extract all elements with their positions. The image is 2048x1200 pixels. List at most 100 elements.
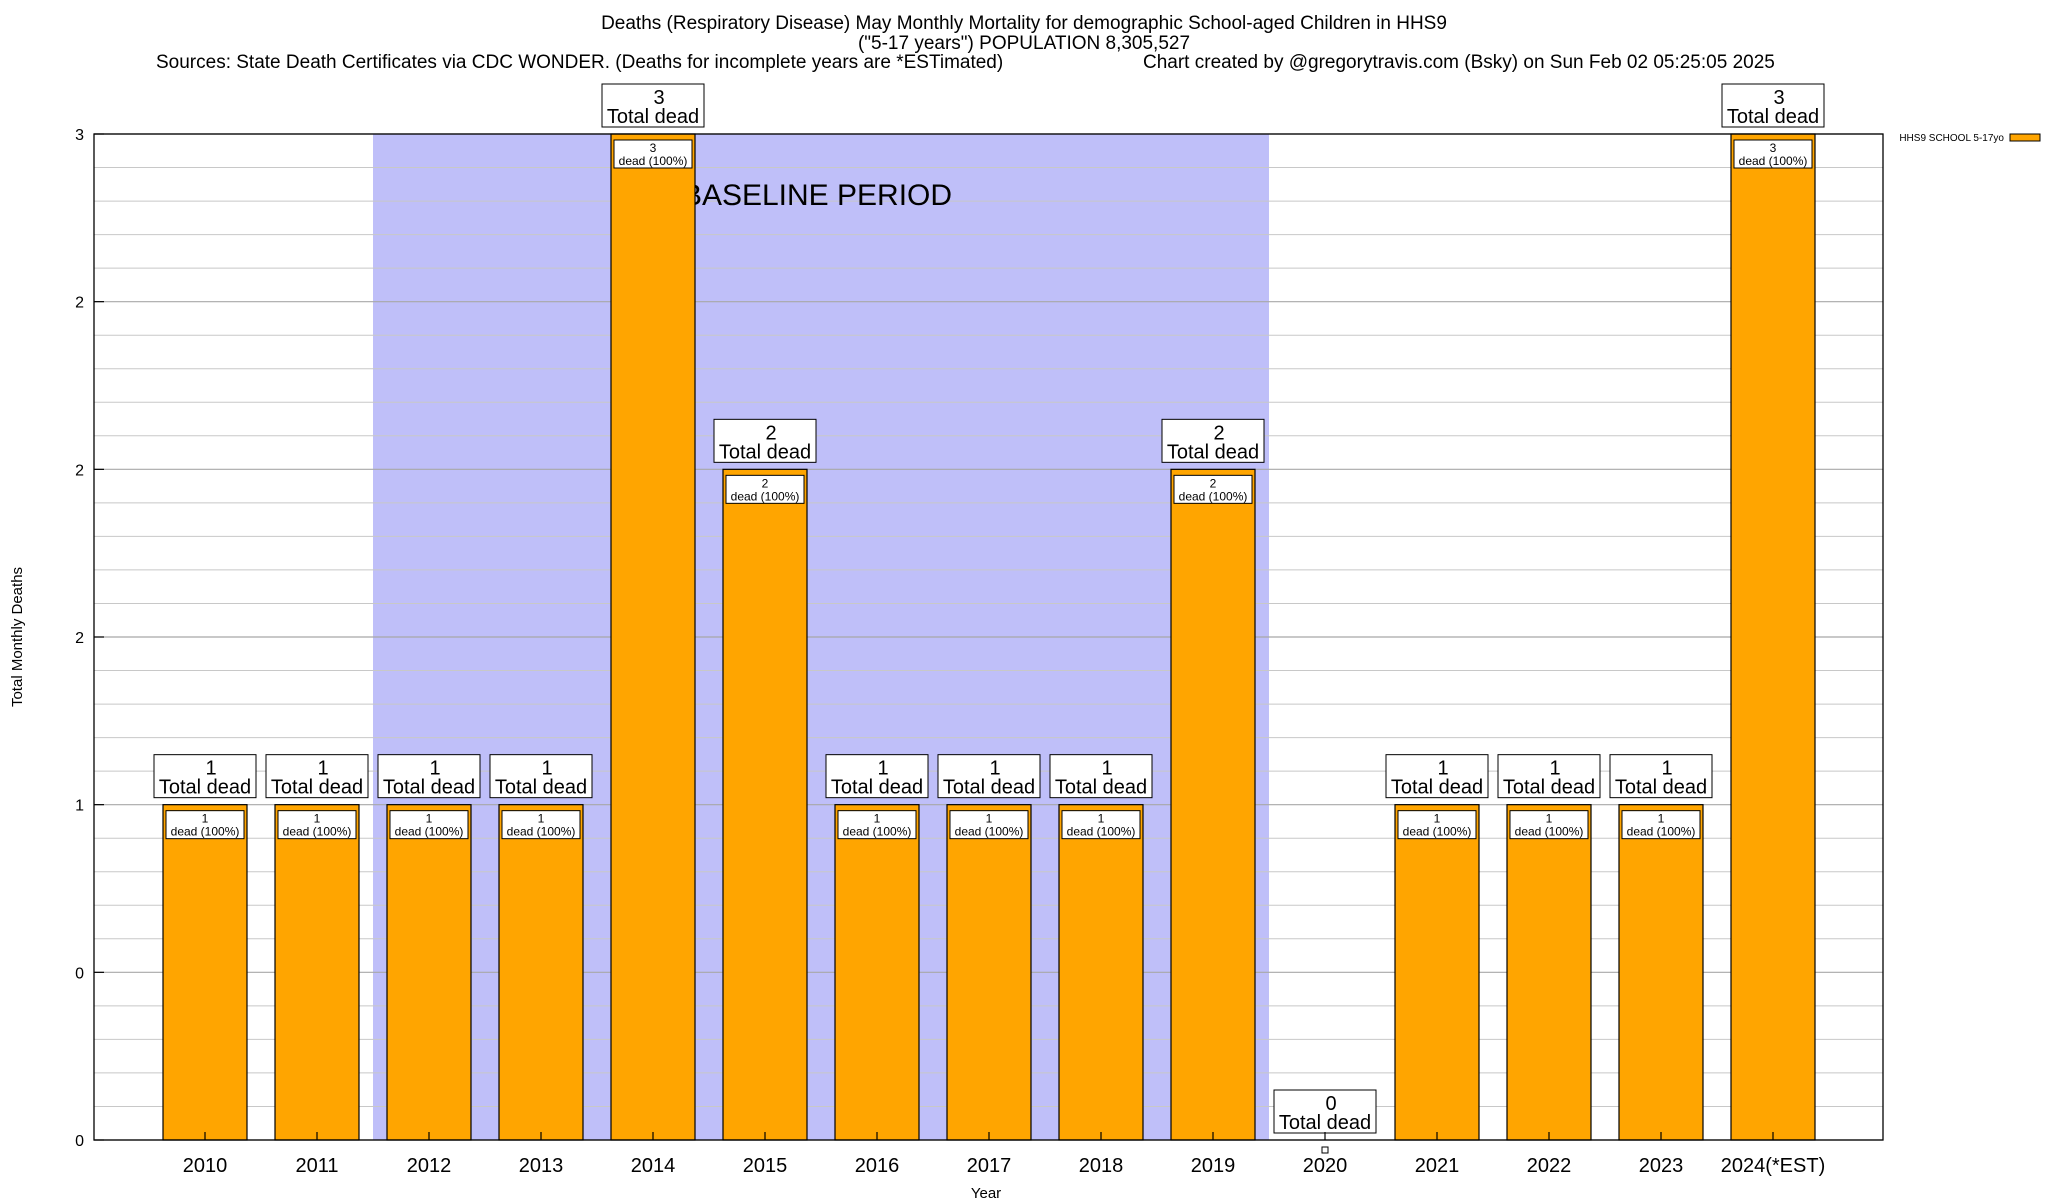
- bar: [1394, 804, 1480, 1141]
- x-tick-label: 2023: [1639, 1155, 1684, 1177]
- inner-label-value: 3: [1770, 141, 1777, 155]
- total-label-text: Total dead: [1615, 777, 1707, 799]
- inner-label-box: [165, 810, 245, 840]
- total-label-text: Total dead: [159, 777, 251, 799]
- inner-label-text: dead (100%): [507, 825, 576, 839]
- total-label-text: Total dead: [383, 777, 475, 799]
- total-label-value: 1: [541, 758, 552, 780]
- total-label-text: Total dead: [943, 777, 1035, 799]
- y-tick-label: 0: [75, 965, 84, 982]
- bar: [834, 804, 920, 1141]
- zero-marker: [1321, 1146, 1329, 1154]
- total-label-box: [265, 754, 369, 799]
- inner-label-box: [389, 810, 469, 840]
- inner-label-text: dead (100%): [395, 825, 464, 839]
- total-label-text: Total dead: [719, 441, 811, 463]
- x-tick-label: 2021: [1415, 1155, 1460, 1177]
- total-label-text: Total dead: [607, 106, 699, 128]
- x-tick-label: 2019: [1191, 1155, 1236, 1177]
- x-tick-label: 2024(*EST): [1721, 1155, 1826, 1177]
- total-label-value: 1: [317, 758, 328, 780]
- inner-label-value: 1: [874, 812, 881, 826]
- inner-label-value: 1: [426, 812, 433, 826]
- inner-label-text: dead (100%): [1739, 154, 1808, 168]
- inner-label-value: 1: [1658, 812, 1665, 826]
- x-tick-label: 2014: [631, 1155, 676, 1177]
- y-tick-label: 2: [75, 462, 84, 479]
- source-line: Sources: State Death Certificates via CD…: [0, 52, 2048, 74]
- inner-label-value: 1: [538, 812, 545, 826]
- bar: [946, 804, 1032, 1141]
- y-tick-label: 2: [75, 630, 84, 647]
- bar: [1618, 804, 1704, 1141]
- chart-credit: Chart created by @gregorytravis.com (Bsk…: [1143, 52, 1775, 73]
- inner-label-box: [1061, 810, 1141, 840]
- inner-label-text: dead (100%): [1627, 825, 1696, 839]
- total-label-text: Total dead: [1727, 106, 1819, 128]
- total-label-value: 3: [653, 87, 664, 109]
- y-tick-label: 3: [75, 127, 84, 144]
- inner-label-value: 1: [314, 812, 321, 826]
- inner-label-text: dead (100%): [731, 489, 800, 503]
- total-label-value: 3: [1773, 87, 1784, 109]
- x-tick-label: 2015: [743, 1155, 788, 1177]
- y-tick-label: 2: [75, 295, 84, 312]
- x-tick-label: 2012: [407, 1155, 452, 1177]
- total-label-text: Total dead: [1167, 441, 1259, 463]
- inner-label-box: [837, 810, 917, 840]
- total-label-value: 2: [1213, 422, 1224, 444]
- x-axis-label: Year: [971, 1185, 1001, 1200]
- inner-label-box: [1509, 810, 1589, 840]
- source-note: Sources: State Death Certificates via CD…: [156, 52, 1004, 73]
- inner-label-value: 1: [1098, 812, 1105, 826]
- total-label-box: [489, 754, 593, 799]
- y-tick-label: 0: [75, 1133, 84, 1150]
- total-label-text: Total dead: [1503, 777, 1595, 799]
- inner-label-box: [1397, 810, 1477, 840]
- bar: [1506, 804, 1592, 1141]
- x-tick-label: 2013: [519, 1155, 564, 1177]
- inner-label-text: dead (100%): [283, 825, 352, 839]
- bar: [610, 133, 696, 1141]
- x-tick-label: 2017: [967, 1155, 1012, 1177]
- total-label-box: [1049, 754, 1153, 799]
- total-label-box: [825, 754, 929, 799]
- inner-label-box: [949, 810, 1029, 840]
- total-label-value: 1: [1437, 758, 1448, 780]
- y-axis-label: Total Monthly Deaths: [9, 567, 26, 707]
- inner-label-box: [725, 474, 805, 504]
- bar: [722, 468, 808, 1141]
- inner-label-text: dead (100%): [1515, 825, 1584, 839]
- baseline-label: BASELINE PERIOD: [682, 179, 952, 212]
- x-tick-label: 2016: [855, 1155, 900, 1177]
- total-label-box: [1385, 754, 1489, 799]
- total-label-box: [1161, 418, 1265, 463]
- y-tick-label: 1: [75, 798, 84, 815]
- total-label-value: 1: [205, 758, 216, 780]
- legend-swatch: [2009, 133, 2041, 142]
- total-label-box: [713, 418, 817, 463]
- plot-frame: [93, 133, 1884, 1141]
- total-label-value: 0: [1325, 1093, 1336, 1115]
- inner-label-text: dead (100%): [955, 825, 1024, 839]
- legend-label: HHS9 SCHOOL 5-17yo: [1899, 133, 2004, 144]
- total-label-text: Total dead: [831, 777, 923, 799]
- total-label-value: 1: [1549, 758, 1560, 780]
- inner-label-text: dead (100%): [171, 825, 240, 839]
- inner-label-box: [613, 139, 693, 169]
- bar: [1170, 468, 1256, 1141]
- total-label-box: [377, 754, 481, 799]
- total-label-value: 1: [877, 758, 888, 780]
- bar: [386, 804, 472, 1141]
- total-label-value: 1: [1101, 758, 1112, 780]
- bar: [498, 804, 584, 1141]
- total-label-box: [1609, 754, 1713, 799]
- inner-label-text: dead (100%): [843, 825, 912, 839]
- x-tick-label: 2011: [295, 1155, 338, 1177]
- inner-label-text: dead (100%): [1067, 825, 1136, 839]
- inner-label-value: 1: [986, 812, 993, 826]
- total-label-box: [1273, 1089, 1377, 1134]
- x-tick-label: 2010: [183, 1155, 228, 1177]
- inner-label-box: [501, 810, 581, 840]
